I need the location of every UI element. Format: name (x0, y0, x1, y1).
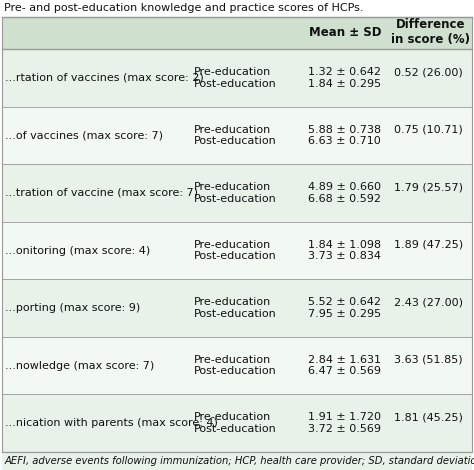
Text: Pre-education: Pre-education (194, 355, 271, 365)
Text: Pre-education: Pre-education (194, 67, 271, 77)
Text: Pre-education: Pre-education (194, 182, 271, 192)
Text: ...porting (max score: 9): ...porting (max score: 9) (5, 303, 140, 313)
Text: 1.79 (25.57): 1.79 (25.57) (394, 182, 463, 192)
Text: 1.89 (47.25): 1.89 (47.25) (394, 240, 463, 250)
Text: 5.88 ± 0.738: 5.88 ± 0.738 (308, 125, 381, 134)
Text: 3.63 (51.85): 3.63 (51.85) (394, 355, 463, 365)
Text: ...nowledge (max score: 7): ...nowledge (max score: 7) (5, 360, 154, 371)
Text: 1.81 (45.25): 1.81 (45.25) (394, 413, 463, 423)
Text: Pre-education: Pre-education (194, 413, 271, 423)
Text: Post-education: Post-education (194, 136, 277, 146)
Text: Pre- and post-education knowledge and practice scores of HCPs.: Pre- and post-education knowledge and pr… (4, 3, 364, 13)
Text: 6.63 ± 0.710: 6.63 ± 0.710 (308, 136, 381, 146)
Text: Post-education: Post-education (194, 367, 277, 376)
Bar (2, 394, 472, 452)
Bar (2, 164, 472, 222)
Bar (2, 337, 472, 394)
Text: 7.95 ± 0.295: 7.95 ± 0.295 (308, 309, 381, 319)
Text: Pre-education: Pre-education (194, 240, 271, 250)
Text: 1.32 ± 0.642: 1.32 ± 0.642 (308, 67, 381, 77)
Text: 5.52 ± 0.642: 5.52 ± 0.642 (308, 298, 381, 307)
Text: Post-education: Post-education (194, 424, 277, 434)
Text: 1.84 ± 1.098: 1.84 ± 1.098 (308, 240, 381, 250)
Text: 3.72 ± 0.569: 3.72 ± 0.569 (308, 424, 381, 434)
Text: Mean ± SD: Mean ± SD (309, 25, 381, 39)
Text: ...onitoring (max score: 4): ...onitoring (max score: 4) (5, 245, 150, 256)
Text: ...rtation of vaccines (max score: 2): ...rtation of vaccines (max score: 2) (5, 73, 204, 83)
Text: Post-education: Post-education (194, 309, 277, 319)
Bar (2, 17, 472, 49)
Text: 2.84 ± 1.631: 2.84 ± 1.631 (308, 355, 381, 365)
Text: 0.52 (26.00): 0.52 (26.00) (394, 67, 463, 77)
Text: Pre-education: Pre-education (194, 125, 271, 134)
Bar (2, 279, 472, 337)
Bar (2, 450, 472, 470)
Text: ...nication with parents (max score: 4): ...nication with parents (max score: 4) (5, 418, 218, 428)
Text: 0.75 (10.71): 0.75 (10.71) (394, 125, 463, 134)
Text: 1.84 ± 0.295: 1.84 ± 0.295 (308, 78, 381, 88)
Text: AEFI, adverse events following immunization; HCP, health care provider; SD, stan: AEFI, adverse events following immunizat… (5, 456, 474, 466)
Text: Pre-education: Pre-education (194, 298, 271, 307)
Text: 3.73 ± 0.834: 3.73 ± 0.834 (308, 251, 381, 261)
Bar (2, 107, 472, 164)
Text: 2.43 (27.00): 2.43 (27.00) (394, 298, 463, 307)
Text: Difference
in score (%): Difference in score (%) (392, 18, 471, 46)
Bar (2, 222, 472, 279)
Bar (2, 49, 472, 107)
Text: 4.89 ± 0.660: 4.89 ± 0.660 (308, 182, 381, 192)
Text: Post-education: Post-education (194, 194, 277, 204)
Text: 6.68 ± 0.592: 6.68 ± 0.592 (308, 194, 381, 204)
Text: Post-education: Post-education (194, 78, 277, 88)
Text: ...of vaccines (max score: 7): ...of vaccines (max score: 7) (5, 130, 163, 141)
Text: 1.91 ± 1.720: 1.91 ± 1.720 (308, 413, 381, 423)
Text: ...tration of vaccine (max score: 7): ...tration of vaccine (max score: 7) (5, 188, 198, 198)
Text: Post-education: Post-education (194, 251, 277, 261)
Text: 6.47 ± 0.569: 6.47 ± 0.569 (308, 367, 381, 376)
